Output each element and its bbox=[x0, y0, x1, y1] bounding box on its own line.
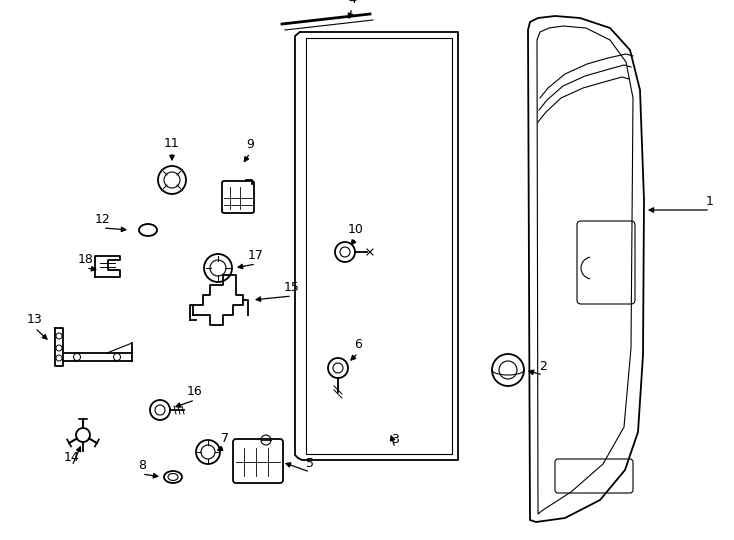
Text: 1: 1 bbox=[706, 195, 714, 208]
Text: 16: 16 bbox=[187, 385, 203, 398]
Text: 14: 14 bbox=[64, 451, 80, 464]
Text: 7: 7 bbox=[221, 432, 229, 445]
Text: 4: 4 bbox=[348, 0, 356, 6]
Text: 18: 18 bbox=[78, 253, 94, 266]
Text: 9: 9 bbox=[246, 138, 254, 151]
Text: 3: 3 bbox=[391, 433, 399, 446]
Text: 11: 11 bbox=[164, 137, 180, 150]
Text: 8: 8 bbox=[138, 459, 146, 472]
Text: 15: 15 bbox=[284, 281, 300, 294]
Text: 17: 17 bbox=[248, 249, 264, 262]
Text: 12: 12 bbox=[95, 213, 111, 226]
Text: 5: 5 bbox=[306, 457, 314, 470]
Text: 6: 6 bbox=[354, 338, 362, 351]
Text: 2: 2 bbox=[539, 360, 547, 373]
Text: 13: 13 bbox=[27, 313, 43, 326]
Text: 10: 10 bbox=[348, 223, 364, 236]
